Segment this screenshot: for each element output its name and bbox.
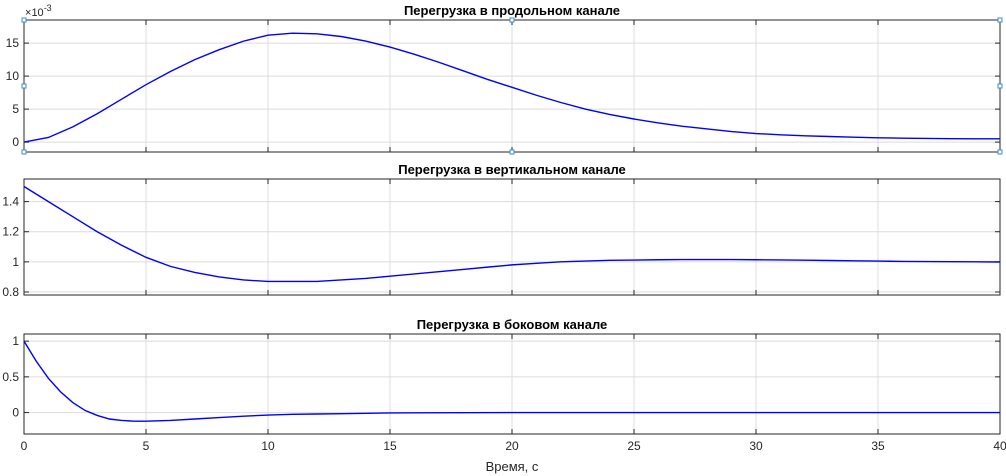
axes-title: Перегрузка в вертикальном канале <box>398 162 626 177</box>
y-exponent-label: ×10-3 <box>25 3 52 19</box>
x-tick-label: 20 <box>505 439 519 453</box>
y-tick-label: 1.2 <box>2 225 19 239</box>
selection-handle[interactable] <box>21 83 27 89</box>
selection-handle[interactable] <box>997 83 1003 89</box>
y-tick-label: 1 <box>12 334 19 348</box>
x-tick-label: 30 <box>749 439 763 453</box>
y-tick-label: 15 <box>6 36 20 50</box>
x-tick-label: 5 <box>143 439 150 453</box>
axes-title: Перегрузка в боковом канале <box>417 317 608 332</box>
x-tick-label: 35 <box>871 439 885 453</box>
axes-box <box>23 333 1001 435</box>
selection-handle[interactable] <box>997 149 1003 155</box>
selection-handle[interactable] <box>21 149 27 155</box>
y-tick-label: 0.8 <box>2 285 19 299</box>
series-line[interactable] <box>24 32 1000 143</box>
y-tick-label: 1.4 <box>2 195 19 209</box>
x-tick-label: 0 <box>21 439 28 453</box>
y-tick-label: 1 <box>12 255 19 269</box>
y-tick-label: 0 <box>12 406 19 420</box>
axes-title: Перегрузка в продольном канале <box>404 3 620 18</box>
axes-longitudinal[interactable]: 0 5 10 15 Перегрузка в продольном канале ×10-… <box>6 3 1003 155</box>
x-tick-label: 10 <box>261 439 275 453</box>
x-axis-label: Время, с <box>486 459 539 474</box>
selection-handle[interactable] <box>21 17 27 23</box>
selection-handle[interactable] <box>509 17 515 23</box>
axes-box <box>23 178 1001 296</box>
x-tick-label: 25 <box>627 439 641 453</box>
series-line[interactable] <box>24 340 1000 422</box>
y-tick-label: 10 <box>6 69 20 83</box>
y-tick-label: 5 <box>12 102 19 116</box>
series-line[interactable] <box>24 185 1000 283</box>
axes-vertical[interactable]: 0.8 1 1.2 1.4 Перегрузка в вертикальном кана… <box>2 162 1001 299</box>
y-tick-label: 0.5 <box>2 370 19 384</box>
x-tick-label: 15 <box>383 439 397 453</box>
y-tick-label: 0 <box>12 135 19 149</box>
selection-handle[interactable] <box>997 17 1003 23</box>
x-tick-label: 40 <box>993 439 1006 453</box>
selection-handle[interactable] <box>509 149 515 155</box>
